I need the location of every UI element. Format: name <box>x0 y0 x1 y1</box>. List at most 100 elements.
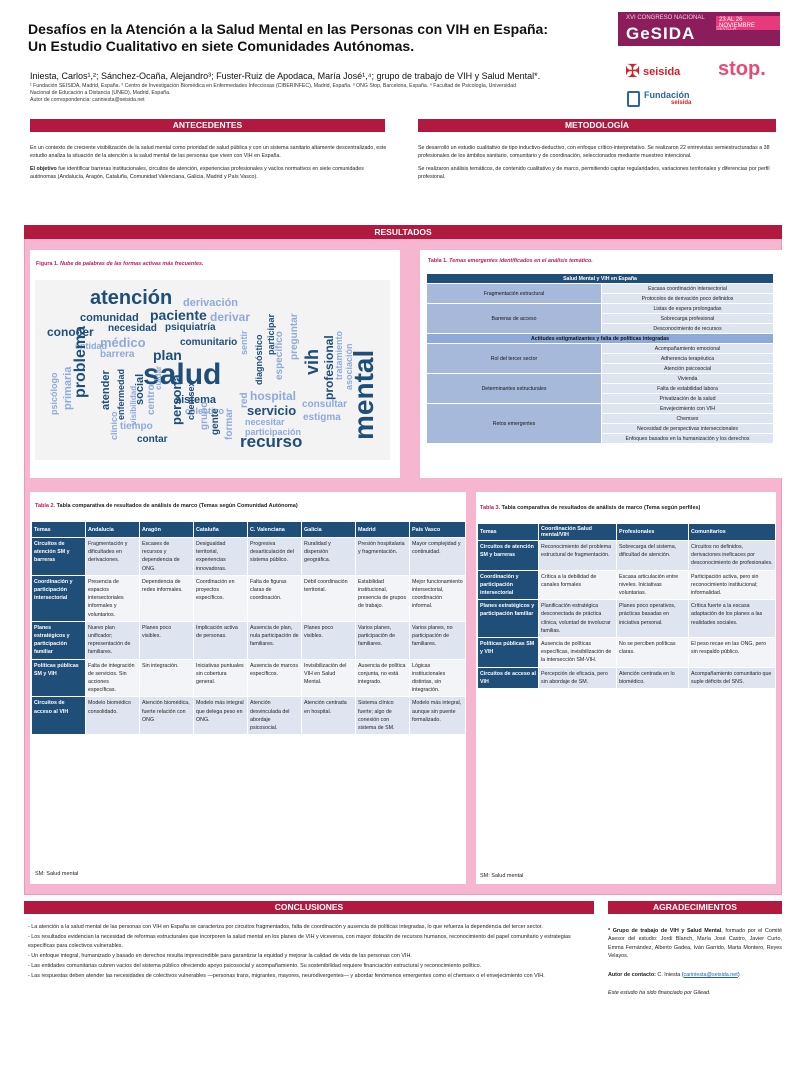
table-2-row-header: Circuitos de atención SM y barreras <box>31 537 86 576</box>
title-line-1: Desafíos en la Atención a la Salud Menta… <box>28 21 548 37</box>
table-3-row: Circuitos de acceso al VIH Percepción de … <box>477 666 776 690</box>
funding-note: Este estudio ha sido financiado por Gile… <box>608 990 711 997</box>
table-1-subtheme: Chemsex <box>601 413 774 424</box>
community-comparison-table: Temas Andalucía Aragón Cataluña C. Valencian… <box>31 521 466 736</box>
table-3-header-row: Temas Coordinación Salud mental/VIH Profes… <box>477 523 776 541</box>
table-3-cell: Crítica a la debilidad de canales formal… <box>538 569 617 601</box>
antecedentes-body: En un contexto de creciente visibilizaci… <box>30 145 390 181</box>
table-3-column-header: Profesionales <box>616 523 689 541</box>
table-2-cell: Estabilidad institucional, presencia de … <box>355 574 410 622</box>
word-cloud-term: derivar <box>210 310 251 324</box>
table-1-theme: Determinantes estructurales <box>426 373 602 404</box>
table-2-cell: Iniciativas puntuales sin cobertura gene… <box>193 658 248 698</box>
table-2-cell: Mayor complejidad y continuidad. <box>409 537 466 576</box>
table-1-subtheme: Sobrecarga profesional <box>601 313 774 324</box>
table-3-row-header: Planes estratégicos y participación fami… <box>477 599 539 639</box>
word-cloud-term: necesitar <box>245 417 285 427</box>
table-1-subtheme: Necesidad de perspectivas interseccional… <box>601 423 774 434</box>
conclusion-item: - La atención a la salud mental de las p… <box>28 924 543 930</box>
table-3-cell: El peso recae en las ONG, pero sin respa… <box>688 637 776 668</box>
table-1-subtheme: Falta de estabilidad labora <box>601 383 774 394</box>
word-cloud-term: psiquiatría <box>165 322 216 333</box>
word-cloud-term: recurso <box>240 432 303 451</box>
table-1-row: Rol del tercer sector Acompañamiento emoc… <box>426 343 774 374</box>
agradecimientos-heading: AGRADECIMIENTOS <box>608 901 782 914</box>
table-1-subtheme: Envejecimiento con VIH <box>601 403 774 414</box>
table-3: Temas Coordinación Salud mental/VIH Profes… <box>477 523 776 690</box>
word-cloud-term: problema <box>72 325 89 398</box>
table-1-subtheme: Atención psicosocial <box>601 363 774 374</box>
table-3-column-header: Temas <box>477 523 539 541</box>
conclusion-item: - Un enfoque integral, humanizado y basa… <box>28 952 412 959</box>
table-2-column-header: C. Valenciana <box>247 521 302 538</box>
word-cloud-term: gente <box>210 408 221 435</box>
table-2-row: Políticas públicas SM y VIH Falta de inte… <box>31 658 466 698</box>
congress-banner: XVI CONGRESO NACIONAL GeSIDA 23 AL 26 NO… <box>618 12 780 46</box>
conclusion-item: - Las respuestas deben atender las neces… <box>28 973 545 980</box>
word-cloud-term: servicio <box>247 403 297 418</box>
word-cloud-term: contar <box>137 434 168 445</box>
table-2-cell: Mejor funcionamiento intersectorial, coo… <box>409 574 466 622</box>
fundacion-seisida-logo: Fundación seisida <box>627 90 707 112</box>
table-2-cell: Atención centrada en hospital. <box>301 696 356 736</box>
table-2-cell: Modelo biomédico consolidado. <box>85 696 140 736</box>
word-cloud-term: red <box>239 392 250 408</box>
word-cloud-term: barrera <box>100 349 135 360</box>
resultados-heading: RESULTADOS <box>24 225 782 239</box>
table-2-note: SM: Salud mental <box>35 871 79 877</box>
table-2-column-header: Galicia <box>301 521 356 538</box>
table-2-column-header: Madrid <box>355 521 410 538</box>
table-3-cell: Circuitos no definidos, derivaciones ine… <box>688 540 776 571</box>
table-2-row-header: Políticas públicas SM y VIH <box>31 658 86 698</box>
table-1-theme: Barreras de acceso <box>426 303 602 334</box>
table-3-cell: Reconocimiento del problema estructural … <box>538 540 617 571</box>
ribbon-icon: ✠ <box>625 61 641 81</box>
metodologia-body: Se desarrolló un estudio cualitativo de … <box>418 145 780 181</box>
table-2-cell: Débil coordinación territorial. <box>301 574 356 622</box>
table-2-column-header: País Vasco <box>409 521 466 538</box>
table-2-row-header: Circuitos de acceso al VIH <box>31 696 86 736</box>
table-1-subtheme: Listas de espera prolongadas <box>601 303 774 314</box>
word-cloud-term: formar <box>224 408 235 440</box>
word-cloud-term: primaria <box>62 366 74 410</box>
table-2-caption: Tabla 2. Tabla comparativa de resultados… <box>35 503 298 509</box>
authors: Iniesta, Carlos¹,²; Sánchez-Ocaña, Aleja… <box>30 71 541 81</box>
table-2-cell: Atención desvinculada del abordaje psico… <box>247 696 302 736</box>
affiliations: ¹ Fundación SEISIDA, Madrid, España. ² C… <box>30 83 570 104</box>
word-cloud-term: necesidad <box>108 323 157 334</box>
table-3-row-header: Políticas públicas SM y VIH <box>477 637 539 668</box>
word-cloud-term: atender <box>100 370 112 410</box>
word-cloud-term: diagnóstico <box>254 334 264 385</box>
table-2-cell: Atención biomédica, fuerte relación con … <box>139 696 194 736</box>
table-2-row: Coordinación y participación intersector… <box>31 574 466 622</box>
table-1-subtheme: Privatización de la salud <box>601 393 774 404</box>
table-2-cell: Sin integración. <box>139 658 194 698</box>
table-3-cell: Crítica fuerte a la escasa adaptación de… <box>688 599 776 639</box>
table-3-cell: Sobrecarga del sistema, dificultad de at… <box>616 540 689 571</box>
table-3-row-header: Coordinación y participación intersector… <box>477 569 539 601</box>
word-cloud-term: participar <box>266 313 276 355</box>
contact-email-link[interactable]: cariniesta@seisida.net <box>683 971 738 978</box>
table-1: Salud Mental y VIH en España Fragmentació… <box>426 273 774 444</box>
table-2-cell: Ausencia de política conjunta, no está i… <box>355 658 410 698</box>
antecedentes-objective: El objetivo fue identificar barreras ins… <box>30 166 364 180</box>
word-cloud-term: participación <box>245 427 302 437</box>
seisida-logo: ✠ seisida <box>625 61 681 81</box>
table-3-cell: Escasa articulación entre niveles. Inici… <box>616 569 689 601</box>
table-2-cell: Fragmentación y dificultades en derivaci… <box>85 537 140 576</box>
conclusion-item: - Las entidades comunitarias cubren vací… <box>28 963 482 970</box>
table-2-cell: Escases de recursos y dependencia de ONG… <box>139 537 194 576</box>
table-2-cell: Coordinación en proyectos específicos. <box>193 574 248 622</box>
table-2-cell: Lógicas institucionales distintas, sin i… <box>409 658 466 698</box>
table-2: Temas Andalucía Aragón Cataluña C. Valencian… <box>31 521 466 736</box>
word-cloud-term: comunidad <box>80 312 139 324</box>
table-1-subheader: Actitudes estigmatizantes y falta de pol… <box>426 333 774 344</box>
table-1-subtheme: Adherencia terapéutica <box>601 353 774 364</box>
table-3-row-header: Circuitos de atención SM y barreras <box>477 540 539 571</box>
metodologia-paragraph: Se realizaron análisis temáticos, de con… <box>418 166 770 180</box>
conclusiones-heading: CONCLUSIONES <box>24 901 594 914</box>
table-1-theme: Rol del tercer sector <box>426 343 602 374</box>
themes-table: Salud Mental y VIH en España Fragmentació… <box>426 273 774 444</box>
word-cloud-term: tiempo <box>120 421 153 432</box>
table-2-column-header: Cataluña <box>193 521 248 538</box>
